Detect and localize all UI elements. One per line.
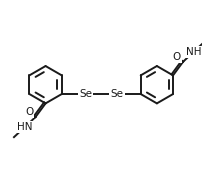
Text: Se: Se bbox=[79, 89, 92, 99]
Text: O: O bbox=[25, 107, 33, 117]
Text: Se: Se bbox=[111, 89, 123, 99]
Text: NH: NH bbox=[186, 47, 202, 57]
Text: HN: HN bbox=[17, 122, 32, 132]
Text: O: O bbox=[173, 52, 181, 62]
